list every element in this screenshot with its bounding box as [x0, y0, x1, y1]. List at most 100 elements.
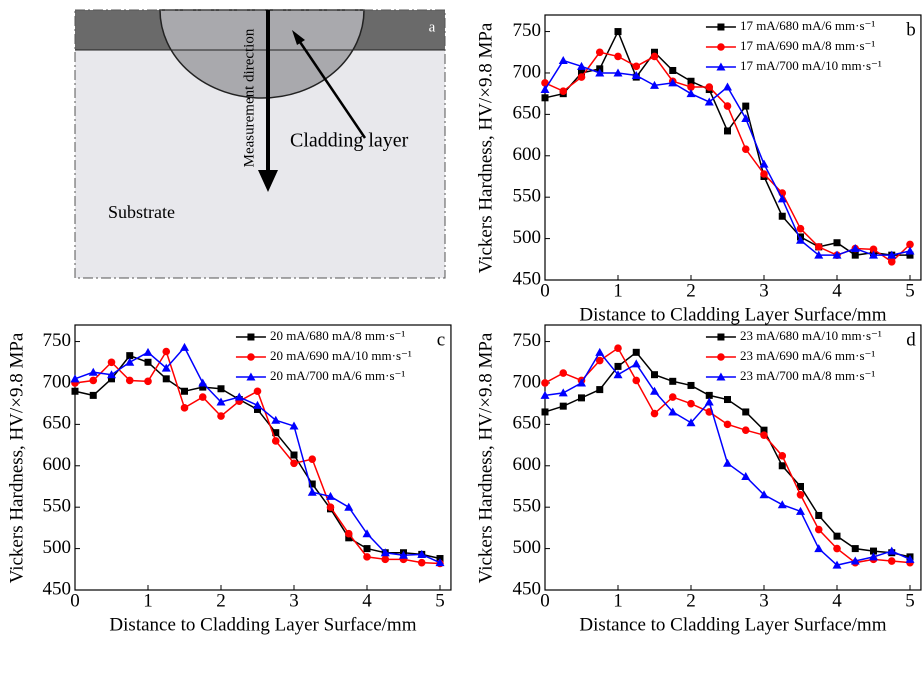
marker [724, 127, 731, 135]
marker [363, 545, 371, 553]
marker [246, 372, 256, 381]
y-tick-label: 700 [43, 371, 72, 392]
direction-text: Measurement direction [241, 28, 257, 167]
marker [686, 418, 696, 427]
marker [559, 369, 568, 377]
marker [595, 48, 604, 57]
marker [126, 352, 134, 360]
y-tick-label: 550 [43, 496, 72, 517]
y-tick-label: 600 [513, 454, 542, 475]
border [74, 9, 446, 279]
marker [161, 363, 171, 372]
series-line [544, 351, 911, 566]
marker [887, 557, 896, 565]
y-tick-label: 500 [513, 227, 542, 248]
marker [380, 548, 390, 557]
marker [687, 77, 695, 85]
marker [814, 250, 824, 259]
marker [651, 48, 658, 56]
marker [778, 452, 787, 460]
marker [234, 392, 244, 401]
panel-label: c [437, 329, 445, 350]
plot-frame [74, 324, 452, 591]
marker [716, 372, 726, 381]
marker [162, 347, 171, 356]
marker [144, 377, 152, 386]
marker [558, 388, 568, 397]
marker [290, 451, 298, 459]
marker [289, 421, 299, 430]
x-tick-label: 3 [759, 590, 769, 611]
marker [198, 393, 207, 401]
y-tick-label: 450 [513, 578, 542, 599]
marker [541, 408, 549, 416]
marker [399, 550, 408, 559]
marker [742, 102, 750, 110]
marker [705, 391, 713, 399]
marker [198, 378, 208, 387]
y-tick-label: 750 [513, 330, 542, 351]
marker [759, 490, 769, 499]
x-tick-label: 2 [216, 590, 226, 611]
panel-label: d [906, 329, 916, 350]
y-tick-label: 550 [513, 496, 542, 517]
marker [596, 386, 604, 394]
cladding-text: Cladding layer [290, 130, 409, 152]
marker [797, 482, 804, 490]
marker [759, 159, 769, 168]
marker [381, 555, 390, 564]
marker [760, 426, 768, 434]
marker [778, 212, 786, 220]
marker [870, 547, 877, 555]
y-tick-label: 550 [513, 186, 542, 207]
marker [687, 381, 695, 389]
y-tick-label: 650 [513, 103, 542, 124]
marker [559, 402, 567, 410]
marker [869, 250, 878, 259]
marker [363, 553, 371, 561]
marker [326, 491, 335, 500]
series-line [74, 354, 441, 560]
legend-label: 23 mA/690 mA/6 mm·s⁻¹ [740, 348, 875, 363]
marker [344, 529, 353, 538]
marker [814, 525, 823, 534]
x-tick-label: 1 [143, 590, 153, 611]
marker [89, 376, 98, 385]
marker [540, 390, 550, 399]
marker [613, 68, 623, 77]
y-tick-label: 600 [513, 144, 542, 165]
legend-label: 20 mA/680 mA/8 mm·s⁻¹ [270, 328, 405, 343]
marker [651, 371, 658, 379]
marker [650, 386, 659, 395]
y-tick-label: 500 [43, 537, 72, 558]
marker [247, 353, 255, 361]
marker [796, 224, 805, 233]
marker [254, 405, 261, 413]
marker [595, 356, 604, 365]
x-tick-label: 4 [832, 280, 842, 301]
x-tick-label: 2 [686, 590, 696, 611]
marker [125, 357, 135, 366]
x-tick-label: 5 [905, 590, 915, 611]
x-tick-label: 0 [540, 280, 550, 301]
y-tick-label: 650 [513, 413, 542, 434]
x-tick-label: 0 [70, 590, 80, 611]
marker [559, 87, 568, 95]
marker [741, 426, 750, 434]
arrow-head [258, 170, 278, 192]
marker [668, 407, 678, 416]
marker [308, 455, 317, 463]
marker [887, 546, 897, 555]
marker [577, 73, 586, 81]
marker [905, 554, 915, 563]
marker [108, 375, 115, 383]
marker [687, 83, 695, 91]
marker [777, 500, 787, 509]
x-axis-label: Distance to Cladding Layer Surface/mm [579, 304, 886, 325]
marker [631, 70, 641, 79]
marker [717, 333, 725, 341]
marker [541, 94, 549, 102]
marker [88, 367, 98, 376]
marker [143, 347, 153, 356]
